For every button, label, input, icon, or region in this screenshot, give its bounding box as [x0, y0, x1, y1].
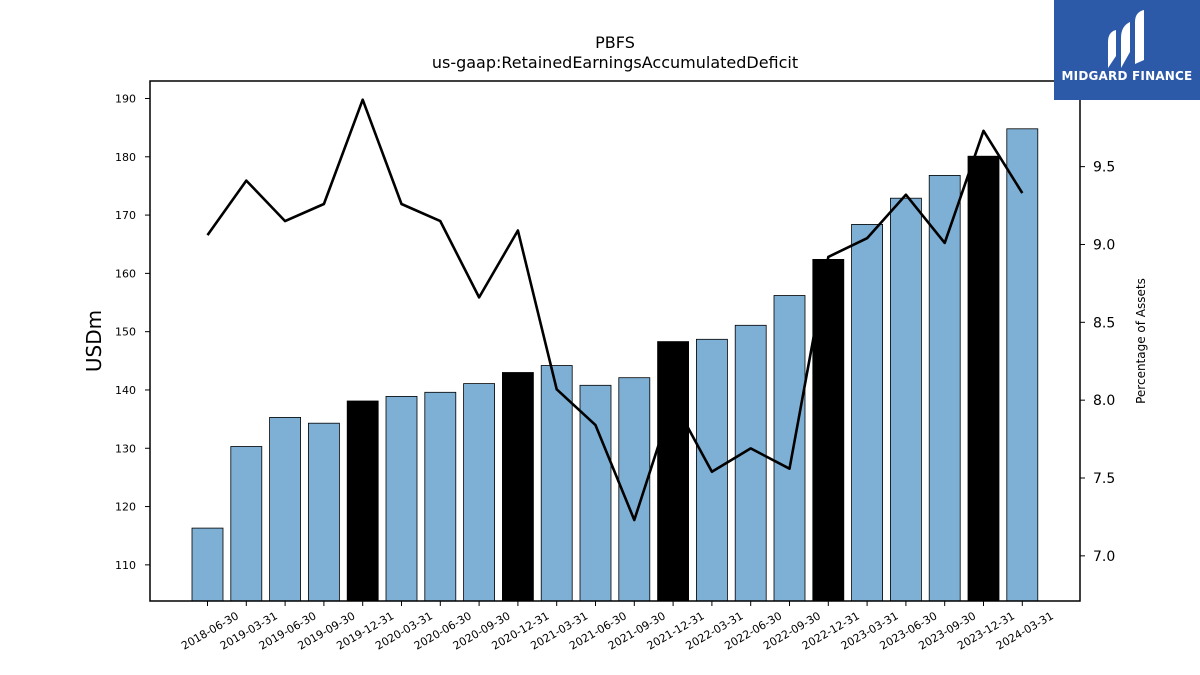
bar-2018-06-30	[191, 527, 224, 602]
y2-axis-label: Percentage of Assets	[1134, 278, 1148, 404]
chart-subtitle: us-gaap:RetainedEarningsAccumulatedDefic…	[432, 53, 798, 72]
bar-2021-06-30	[579, 384, 612, 602]
y-tick-label: 140	[115, 384, 136, 397]
bar-2020-09-30	[463, 383, 496, 602]
bar-2020-06-30	[424, 391, 457, 602]
y-tick-label: 190	[115, 92, 136, 105]
left-axis: 110 120 130 140 150 160 170 180 190	[115, 92, 150, 572]
bar-2019-09-30	[307, 422, 340, 602]
brand-logo: MIDGARD FINANCE	[1054, 0, 1200, 100]
y-tick-label: 170	[115, 209, 136, 222]
bar-2022-06-30	[734, 324, 767, 602]
percentage-line	[206, 98, 1024, 522]
y2-tick-label: 7.5	[1093, 471, 1115, 487]
bar-2023-06-30	[890, 197, 922, 602]
bar-2020-03-31	[385, 395, 418, 602]
y-tick-label: 120	[115, 501, 136, 514]
bar-2023-09-30	[928, 174, 961, 602]
bars-group	[191, 128, 1039, 602]
bar-2023-12-31	[967, 155, 1000, 602]
bar-2024-03-31	[1006, 128, 1039, 602]
y2-tick-label: 8.0	[1093, 393, 1115, 409]
x-axis: 2018-06-302019-03-312019-06-302019-09-30…	[179, 601, 1056, 653]
bar-2021-12-31	[657, 341, 689, 602]
bar-2022-09-30	[773, 295, 806, 602]
bar-2021-03-31	[540, 365, 573, 602]
logo-mark-icon	[1108, 10, 1144, 68]
right-axis: 7.0 7.5 8.0 8.5 9.0 9.5	[1080, 160, 1115, 565]
bar-2019-12-31	[346, 400, 379, 602]
y-tick-label: 150	[115, 326, 136, 339]
y-tick-label: 130	[115, 442, 136, 455]
chart-title: PBFS	[595, 33, 635, 52]
plot-frame	[149, 80, 1081, 602]
y2-tick-label: 8.5	[1093, 315, 1115, 331]
bar-2020-12-31	[501, 372, 534, 602]
bar-2022-03-31	[696, 338, 728, 602]
y-tick-label: 160	[115, 267, 136, 280]
y2-tick-label: 9.5	[1093, 160, 1115, 176]
y-axis-label: USDm	[82, 310, 106, 372]
brand-name: MIDGARD FINANCE	[1061, 69, 1193, 83]
bar-2019-06-30	[269, 416, 302, 602]
y2-tick-label: 7.0	[1093, 549, 1115, 565]
y2-tick-label: 9.0	[1093, 237, 1115, 253]
y-tick-label: 110	[115, 559, 136, 572]
line-group	[206, 98, 1024, 522]
bar-2023-03-31	[851, 223, 883, 602]
bar-2019-03-31	[230, 446, 263, 602]
y-tick-label: 180	[115, 151, 136, 164]
